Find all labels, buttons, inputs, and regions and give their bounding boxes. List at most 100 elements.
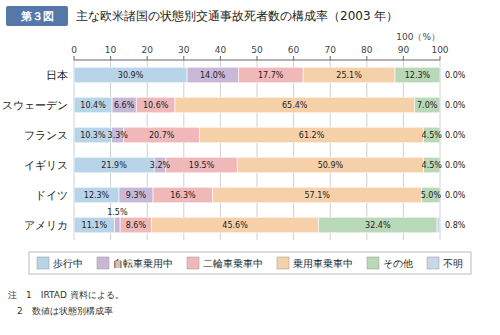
bar-segment — [115, 217, 120, 233]
x-tick-label: 60 — [288, 45, 300, 55]
x-tick — [440, 56, 441, 60]
bar-segment — [74, 97, 112, 113]
grid-line — [220, 60, 221, 240]
data-label: 0.0% — [445, 131, 466, 140]
bar-segment — [136, 97, 175, 113]
data-label: 14.0% — [200, 71, 226, 80]
bar-segment — [213, 187, 422, 203]
bar-segment — [303, 67, 395, 83]
data-label: 50.9% — [318, 161, 344, 170]
bar-segment — [237, 157, 423, 173]
bar-segment — [166, 157, 237, 173]
data-label: 12.3% — [405, 71, 431, 80]
bars — [74, 67, 440, 233]
data-label: 57.1% — [304, 191, 330, 200]
x-tick-label: 100 — [431, 45, 448, 55]
x-axis-label: 100（%） — [396, 32, 440, 42]
figure-number: 第３図 — [20, 10, 54, 23]
note: 注 1 IRTAD 資料による。 — [8, 290, 124, 300]
bar-segment — [74, 217, 115, 233]
x-tick — [74, 56, 75, 60]
y-tick-label: フランス — [24, 129, 68, 141]
legend: 歩行中自転車乗用中二輪車乗車中乗用車乗車中その他不明 — [29, 252, 471, 274]
grid-line — [257, 60, 258, 240]
x-tick-label: 30 — [178, 45, 190, 55]
x-tick — [183, 56, 184, 60]
bar-segment — [74, 157, 154, 173]
data-label: 4.5% — [422, 161, 443, 170]
data-label: 10.6% — [143, 101, 169, 110]
title: 主な欧米諸国の状態別交通事故死者数の構成率（2003 年） — [76, 9, 398, 23]
grid-line — [366, 60, 367, 240]
bar-segment — [395, 67, 440, 83]
bar-segment — [74, 127, 112, 143]
data-label: 61.2% — [299, 131, 325, 140]
x-tick-label: 90 — [398, 45, 410, 55]
data-label: 30.9% — [118, 71, 144, 80]
bar-segment — [187, 67, 238, 83]
legend-swatch — [37, 257, 49, 269]
x-tick — [110, 56, 111, 60]
bar-segment — [74, 187, 119, 203]
data-label: 3.2% — [150, 161, 171, 170]
grid — [74, 60, 440, 240]
data-label: 0.0% — [445, 161, 466, 170]
data-label: 3.3% — [108, 131, 129, 140]
grid-line — [330, 60, 331, 240]
x-tick-label: 40 — [215, 45, 227, 55]
grid-line — [183, 60, 184, 240]
y-tick-label: ドイツ — [35, 189, 68, 201]
data-label: 32.4% — [365, 221, 391, 230]
note: 2 数値は状態別構成率 — [8, 306, 113, 316]
legend-swatch — [427, 257, 439, 269]
y-tick-label: イギリス — [24, 159, 68, 171]
x-tick-label: 50 — [251, 45, 263, 55]
legend-label: 自転車乗用中 — [113, 258, 173, 269]
bar-segment — [120, 217, 151, 233]
data-label: 0.0% — [445, 191, 466, 200]
data-label: 25.1% — [336, 71, 362, 80]
y-tick-label: アメリカ — [24, 219, 68, 231]
legend-label: 歩行中 — [53, 258, 83, 269]
bar-segment — [238, 67, 303, 83]
bar-segment — [437, 217, 440, 233]
x-tick-label: 20 — [141, 45, 153, 55]
title-badge — [6, 6, 68, 26]
data-label: 7.0% — [417, 101, 438, 110]
legend-label: 不明 — [443, 258, 463, 269]
bar-segment — [124, 127, 200, 143]
x-tick — [257, 56, 258, 60]
data-label: 8.6% — [126, 221, 147, 230]
bar-segment — [152, 217, 319, 233]
x-tick-label: 0 — [71, 45, 77, 55]
x-axis-line — [74, 60, 440, 61]
legend-label: 乗用車乗車中 — [293, 258, 353, 269]
bar-segment — [153, 187, 213, 203]
data-label: 6.6% — [114, 101, 135, 110]
bar-segment — [74, 67, 187, 83]
data-label: 10.4% — [80, 101, 106, 110]
bar-segment — [414, 97, 440, 113]
bar-segment — [175, 97, 414, 113]
bar-segment — [119, 187, 153, 203]
chart: 第３図 主な欧米諸国の状態別交通事故死者数の構成率（2003 年） 0 10 20 30 4… — [0, 0, 500, 335]
legend-label: その他 — [383, 258, 413, 269]
grid-line — [440, 60, 441, 240]
data-label: 0.0% — [445, 71, 466, 80]
data-label: 0.8% — [445, 221, 466, 230]
data-labels: 30.9%14.0%17.7%25.1%12.3%0.0%10.4%6.6%10… — [80, 71, 466, 230]
x-tick — [366, 56, 367, 60]
grid-line — [403, 60, 404, 240]
x-tick — [403, 56, 404, 60]
data-label: 1.5% — [107, 208, 128, 217]
x-tick — [293, 56, 294, 60]
data-label: 0.0% — [445, 101, 466, 110]
x-axis: 0102030405060708090100 — [71, 45, 449, 60]
x-tick — [330, 56, 331, 60]
x-tick-label: 10 — [105, 45, 117, 55]
y-tick-label: 日本 — [46, 69, 68, 81]
data-label: 11.1% — [82, 221, 108, 230]
legend-swatch — [97, 257, 109, 269]
y-axis: 日本スウェーデンフランスイギリスドイツアメリカ — [2, 69, 68, 231]
data-label: 5.0% — [421, 191, 442, 200]
